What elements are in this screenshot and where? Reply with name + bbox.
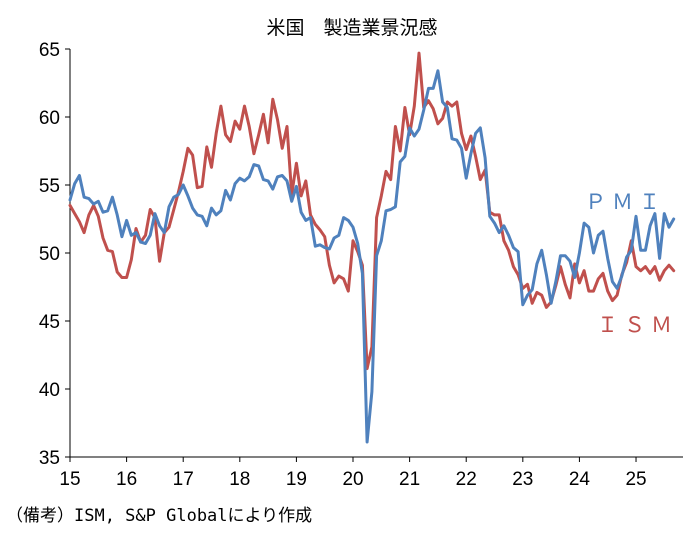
y-tick-label: 60 <box>39 108 60 129</box>
x-tick-label: 15 <box>59 469 80 490</box>
x-tick-label: 22 <box>456 469 477 490</box>
series-line-ism <box>68 51 676 371</box>
y-tick-label: 40 <box>39 380 60 401</box>
source-note: （備考）ISM, S&P Globalにより作成 <box>6 506 313 526</box>
y-tick-label: 50 <box>39 244 60 265</box>
y-tick-label: 55 <box>39 176 60 197</box>
series-label-ism: ＩＳＭ <box>597 313 678 337</box>
series-line-pmi <box>68 69 676 444</box>
x-tick-label: 17 <box>173 469 194 490</box>
y-tick-label: 45 <box>39 312 60 333</box>
x-tick-label: 23 <box>512 469 533 490</box>
chart-title: 米国 製造業景況感 <box>266 17 437 39</box>
x-tick-label: 24 <box>569 469 591 490</box>
series-label-pmi: ＰＭＩ <box>585 190 666 214</box>
x-tick-label: 25 <box>625 469 646 490</box>
axes: 35 40 45 50 55 60 65 15 16 17 18 19 20 21 22 23 24 25 <box>39 40 683 490</box>
y-tick-label: 35 <box>39 448 60 469</box>
series-lines <box>68 51 676 444</box>
x-tick-label: 18 <box>229 469 250 490</box>
x-tick-label: 20 <box>342 469 363 490</box>
x-tick-label: 19 <box>286 469 307 490</box>
x-tick-label: 16 <box>116 469 137 490</box>
x-tick-label: 21 <box>399 469 420 490</box>
y-tick-label: 65 <box>39 40 60 61</box>
